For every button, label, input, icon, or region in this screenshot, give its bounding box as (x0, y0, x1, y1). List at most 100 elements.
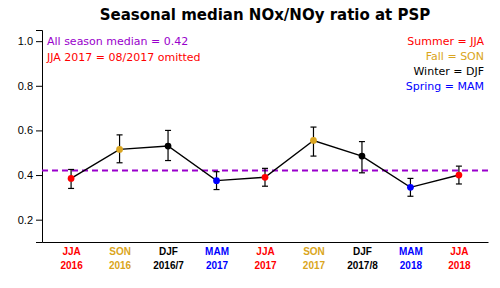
x-tick-label-line: 2017 (206, 260, 229, 271)
error-bar (407, 178, 413, 196)
x-tick-label-line: 2018 (400, 260, 423, 271)
data-point (68, 175, 75, 182)
x-tick: JJA 2016 (60, 242, 83, 271)
error-bar-cap (310, 126, 316, 127)
x-axis-line (43, 242, 489, 243)
error-bar-cap (456, 183, 462, 184)
x-tick: MAM 2018 (399, 242, 423, 271)
data-point (116, 146, 123, 153)
x-tick-label-line: 2016/7 (153, 260, 184, 271)
legend-entry: Winter = DJF (413, 65, 484, 78)
y-tick-mark (36, 220, 42, 221)
chart-svg: 0.2 0.4 0.6 0.8 1.0 JJA 2016 SON 2016 DJF 2016/7 MA… (0, 0, 500, 288)
error-bar-cap (262, 168, 268, 169)
error-bar-cap (359, 172, 365, 173)
y-axis-line (36, 31, 43, 243)
x-tick-label-line: JJA (450, 246, 468, 257)
y-tick-label: 0.2 (18, 214, 33, 226)
error-bar (68, 169, 74, 188)
error-bar-cap (68, 188, 74, 189)
chart-title: Seasonal median NOx/NOy ratio at PSP (100, 6, 431, 24)
error-bar-cap (310, 155, 316, 156)
x-tick-label-line: 2017 (254, 260, 277, 271)
error-bar-cap (407, 196, 413, 197)
x-tick-label-line: JJA (256, 246, 274, 257)
error-bar-cap (68, 169, 74, 170)
x-tick-label: JJA 2017 (254, 246, 277, 271)
legend-entry: Fall = SON (426, 50, 484, 63)
y-tick-mark (36, 175, 42, 176)
y-tick-mark (36, 41, 42, 42)
data-point (213, 177, 220, 184)
error-bar-cap (214, 171, 220, 172)
chart-container: 0.2 0.4 0.6 0.8 1.0 JJA 2016 SON 2016 DJF 2016/7 MA… (0, 0, 500, 288)
x-tick: JJA2018 (448, 242, 471, 271)
y-tick: 0.8 (18, 80, 42, 92)
y-tick-label: 0.4 (18, 169, 33, 181)
x-tick: DJF 2017/8 (347, 242, 378, 271)
error-bar-cap (117, 134, 123, 135)
x-tick: MAM 2017 (205, 242, 229, 271)
x-tick-label-line: MAM (205, 246, 229, 257)
error-bar (165, 130, 171, 160)
error-bar-cap (262, 186, 268, 187)
y-tick: 0.2 (18, 214, 42, 226)
legend-entry: Summer = JJA (407, 35, 484, 48)
x-tick-label-line: SON (303, 246, 325, 257)
x-axis: JJA2016SON2016DJF2016/7MAM2017JJA2017SON… (43, 242, 489, 271)
error-bar-cap (359, 141, 365, 142)
x-tick-label-line: DJF (353, 246, 372, 257)
x-tick: DJF 2016/7 (153, 242, 184, 271)
series-line (71, 140, 459, 187)
error-bar (456, 166, 462, 184)
x-tick-label-line: 2017 (303, 260, 326, 271)
legend: Summer = JJAFall = SONWinter = DJFSpring… (406, 35, 485, 93)
x-tick-label-line: 2016 (109, 260, 132, 271)
x-tick-label-line: MAM (399, 246, 423, 257)
y-tick-label: 1.0 (18, 35, 33, 47)
error-bar-cap (456, 166, 462, 167)
x-tick-label-line: 2016 (60, 260, 83, 271)
x-tick: SON 2017 (303, 242, 326, 271)
error-bar-cap (117, 162, 123, 163)
data-point (165, 143, 172, 150)
x-tick-label: SON 2016 (109, 246, 132, 271)
plot-area: 0.2 0.4 0.6 0.8 1.0 JJA 2016 SON 2016 DJF 2016/7 MA… (18, 31, 489, 271)
y-tick: 0.4 (18, 169, 42, 181)
data-point (359, 153, 366, 160)
data-point (310, 137, 317, 144)
x-tick: SON 2016 (109, 242, 132, 271)
annotations: All season median = 0.42 JJA 2017 = 08/20… (46, 35, 201, 64)
error-bar-cap (165, 160, 171, 161)
y-tick: 0.6 (18, 124, 42, 136)
error-bar-cap (214, 189, 220, 190)
y-tick-label: 0.6 (18, 124, 33, 136)
data-marks (42, 127, 488, 196)
error-bar-cap (165, 130, 171, 131)
x-tick-label-line: SON (109, 246, 131, 257)
x-tick-label: MAM 2017 (205, 246, 229, 271)
x-tick-label: JJA2018 (448, 246, 471, 271)
x-tick: JJA 2017 (254, 242, 277, 271)
x-tick-label: DJF 2016/7 (153, 246, 184, 271)
error-bar (262, 168, 268, 186)
error-bar (214, 172, 220, 190)
x-tick-label: DJF 2017/8 (347, 246, 378, 271)
x-tick-label-line: 2017/8 (347, 260, 378, 271)
x-tick-label-line: JJA (62, 246, 80, 257)
y-axis: 0.2 0.4 0.6 0.8 1.0 (18, 31, 43, 243)
error-bar-cap (407, 178, 413, 179)
data-point (262, 174, 269, 181)
y-tick: 1.0 (18, 35, 42, 47)
error-bar (359, 142, 365, 173)
y-tick-mark (36, 130, 42, 131)
x-tick-label: SON 2017 (303, 246, 326, 271)
error-bar (310, 127, 316, 156)
annotation: JJA 2017 = 08/2017 omitted (46, 51, 201, 64)
y-tick-label: 0.8 (18, 80, 33, 92)
error-bar (117, 135, 123, 163)
x-tick-label: MAM 2018 (399, 246, 423, 271)
x-tick-label: JJA 2016 (60, 246, 83, 271)
annotation: All season median = 0.42 (47, 35, 188, 48)
x-tick-label-line: DJF (159, 246, 178, 257)
